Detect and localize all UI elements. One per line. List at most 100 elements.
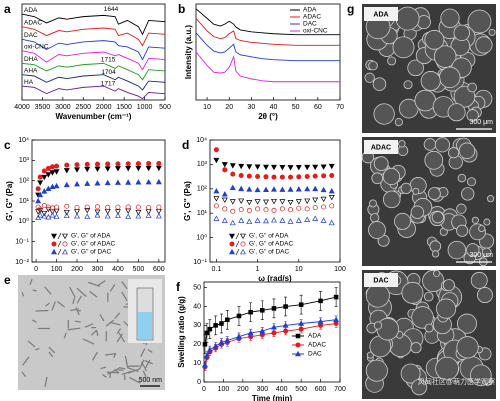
sem-pore bbox=[458, 142, 476, 159]
marker bbox=[312, 185, 319, 192]
tem-texture bbox=[74, 320, 81, 323]
marker bbox=[49, 170, 56, 176]
tem-texture bbox=[129, 376, 141, 384]
marker bbox=[298, 320, 305, 326]
sem-pore bbox=[427, 187, 441, 200]
sem-pore bbox=[395, 6, 420, 31]
marker bbox=[270, 164, 277, 171]
marker bbox=[64, 203, 70, 209]
marker bbox=[254, 199, 261, 205]
panel-3: d 0.1 1 10 100 10⁻¹ 10⁰ 10¹ 10² 10³ 10⁴ ω (rad/s) G'… bbox=[182, 137, 346, 283]
series-line bbox=[21, 50, 166, 71]
x-tick-label: 4000 bbox=[14, 104, 30, 111]
y-tick-label: 10⁻² bbox=[15, 259, 29, 266]
y-tick-label: 10² bbox=[197, 186, 208, 193]
marker bbox=[230, 171, 236, 177]
x-tick-label: 200 bbox=[71, 266, 83, 273]
marker bbox=[263, 207, 269, 213]
tem-texture bbox=[114, 312, 121, 320]
marker bbox=[255, 173, 261, 179]
marker bbox=[156, 160, 162, 166]
annotation: 1715 bbox=[101, 56, 116, 63]
sem-pore bbox=[476, 287, 493, 304]
sem-pore bbox=[467, 82, 478, 93]
sem-pore bbox=[471, 216, 479, 224]
sem-pore bbox=[407, 59, 424, 77]
tem-texture bbox=[48, 351, 54, 358]
marker bbox=[221, 162, 228, 168]
sem-pore bbox=[478, 224, 486, 233]
plot-frame bbox=[203, 281, 341, 383]
tem-texture bbox=[92, 351, 98, 361]
sem-pore bbox=[429, 240, 442, 253]
legend-label: oxi-CNC bbox=[303, 28, 328, 35]
watermark: 风闻社区@萌力医学观察 bbox=[418, 377, 495, 386]
marker bbox=[320, 217, 327, 223]
x-tick-label: 0 bbox=[202, 386, 206, 393]
sem-pore bbox=[470, 271, 488, 289]
sem-pore bbox=[467, 9, 492, 34]
marker bbox=[41, 213, 48, 219]
sem-pore bbox=[387, 56, 397, 66]
marker bbox=[53, 208, 60, 215]
marker bbox=[229, 233, 235, 240]
tem-texture bbox=[118, 369, 124, 371]
sem-pore bbox=[394, 212, 411, 230]
marker bbox=[105, 161, 111, 167]
sem-pore bbox=[456, 224, 469, 237]
marker bbox=[51, 248, 57, 255]
marker bbox=[62, 248, 68, 255]
y-tick-label: 10³ bbox=[197, 161, 208, 168]
marker bbox=[312, 215, 319, 221]
marker bbox=[37, 174, 43, 180]
legend-label: G', G'' of ADA bbox=[249, 233, 289, 240]
tem-texture bbox=[105, 352, 117, 356]
sem-pore bbox=[457, 173, 467, 183]
x-tick-label: 40 bbox=[270, 104, 278, 111]
sem-pore bbox=[435, 356, 459, 381]
sem-pore bbox=[456, 336, 479, 359]
x-tick-label: 600 bbox=[315, 386, 327, 393]
marker bbox=[62, 233, 68, 240]
panel-label: c bbox=[4, 138, 11, 152]
y-tick-label: 0 bbox=[197, 379, 201, 386]
marker bbox=[64, 162, 70, 168]
marker bbox=[288, 174, 294, 180]
sem-pore bbox=[368, 60, 378, 71]
x-tick-label: 400 bbox=[276, 386, 288, 393]
marker bbox=[84, 213, 91, 219]
marker bbox=[104, 179, 111, 186]
marker bbox=[222, 167, 228, 173]
marker bbox=[155, 165, 162, 172]
marker bbox=[37, 212, 44, 218]
marker bbox=[312, 205, 318, 211]
marker bbox=[221, 217, 228, 223]
tem-texture bbox=[102, 374, 108, 378]
sem-pore bbox=[410, 205, 425, 219]
legend-label: ADAC bbox=[24, 19, 42, 26]
tem-texture bbox=[22, 356, 30, 366]
marker bbox=[279, 206, 285, 212]
tem-texture bbox=[100, 366, 107, 370]
marker bbox=[270, 217, 277, 223]
tem-texture bbox=[97, 280, 106, 287]
tem-texture bbox=[51, 301, 56, 311]
sem-pore bbox=[403, 80, 413, 90]
tem-texture bbox=[116, 333, 123, 343]
x-axis-label: Wavenumber (cm⁻¹) bbox=[56, 112, 132, 121]
marker bbox=[84, 180, 91, 186]
sem-pore bbox=[431, 250, 440, 258]
marker bbox=[271, 207, 277, 213]
marker bbox=[135, 209, 142, 216]
marker bbox=[304, 173, 310, 179]
panel-label: a bbox=[4, 2, 11, 16]
marker bbox=[263, 217, 269, 224]
x-tick-label: 200 bbox=[237, 386, 249, 393]
panel-1: b 10 20 30 40 50 60 70 2θ (°) Intensity (a.u.) ADA… bbox=[178, 2, 344, 121]
x-tick-label: 100 bbox=[334, 266, 346, 273]
x-tick-label: 500 bbox=[159, 104, 171, 111]
x-tick-label: 600 bbox=[153, 266, 165, 273]
marker bbox=[283, 328, 289, 334]
marker bbox=[213, 215, 220, 221]
